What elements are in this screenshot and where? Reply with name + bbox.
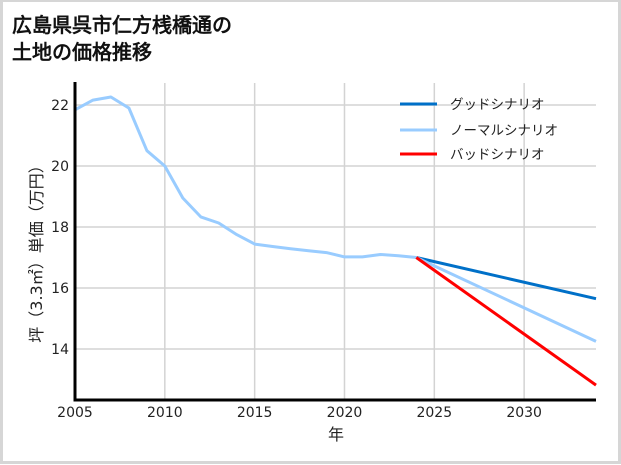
axes <box>73 82 596 402</box>
legend-label: ノーマルシナリオ <box>450 123 558 139</box>
y-tick-label: 18 <box>51 220 69 236</box>
data-series <box>74 95 597 387</box>
legend-label: バッドシナリオ <box>450 147 545 163</box>
tick-labels: 2005 2010 2015 2020 2025 2030 14 16 18 20 22 <box>51 98 542 421</box>
x-tick-label: 2030 <box>506 405 542 421</box>
x-tick-label: 2020 <box>327 405 363 421</box>
x-tick-label: 2005 <box>57 405 93 421</box>
y-tick-label: 16 <box>51 281 69 297</box>
x-axis-label: 年 <box>328 425 344 444</box>
x-tick-label: 2010 <box>147 405 183 421</box>
series-line <box>74 95 597 343</box>
y-tick-label: 22 <box>51 98 69 114</box>
legend-label: グッドシナリオ <box>450 97 545 113</box>
series-line <box>415 256 597 387</box>
y-axis-label: 坪（3.3㎡）単価（万円） <box>27 157 46 342</box>
chart-title: 広島県呉市仁方桟橋通の 土地の価格推移 <box>12 12 232 66</box>
chart-title-line2: 土地の価格推移 <box>12 40 152 64</box>
x-tick-label: 2015 <box>237 405 273 421</box>
chart-title-line1: 広島県呉市仁方桟橋通の <box>12 13 232 37</box>
y-tick-label: 14 <box>51 342 69 358</box>
series-line <box>415 256 597 301</box>
x-tick-label: 2025 <box>416 405 452 421</box>
gridlines <box>75 83 596 400</box>
y-tick-label: 20 <box>51 159 69 175</box>
